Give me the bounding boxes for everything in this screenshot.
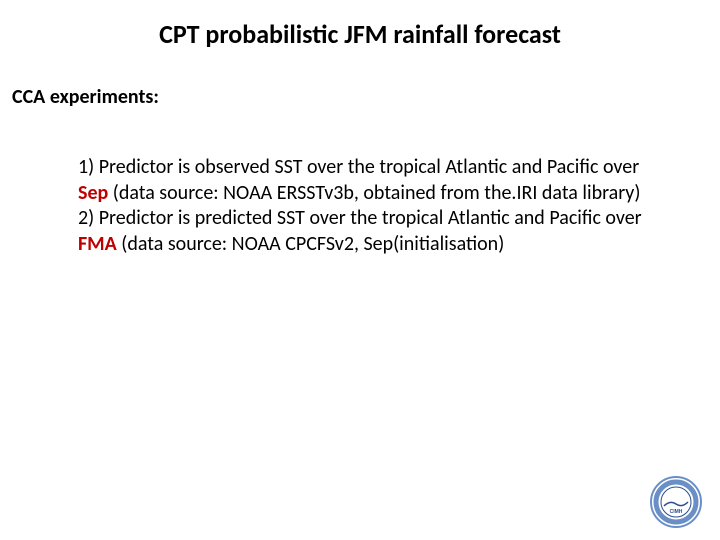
body-seg2: (data source: NOAA ERSSTv3b, obtained fr… <box>108 181 640 205</box>
slide: CPT probabilistic JFM rainfall forecast … <box>0 0 720 540</box>
body-seg1: 1) Predictor is observed SST over the tr… <box>78 155 639 179</box>
highlight-sep: Sep <box>78 181 108 205</box>
highlight-fma: FMA <box>78 232 117 256</box>
body-seg3: 2) Predictor is predicted SST over the t… <box>78 206 642 230</box>
page-title: CPT probabilistic JFM rainfall forecast <box>0 18 720 50</box>
body-text: 1) Predictor is observed SST over the tr… <box>78 155 648 257</box>
svg-text:CIMH: CIMH <box>670 509 683 515</box>
logo-icon: CIMH <box>650 476 702 528</box>
subtitle: CCA experiments: <box>12 85 159 109</box>
body-seg4: (data source: NOAA CPCFSv2, Sep(initiali… <box>117 232 504 256</box>
org-logo: CIMH <box>650 476 702 528</box>
